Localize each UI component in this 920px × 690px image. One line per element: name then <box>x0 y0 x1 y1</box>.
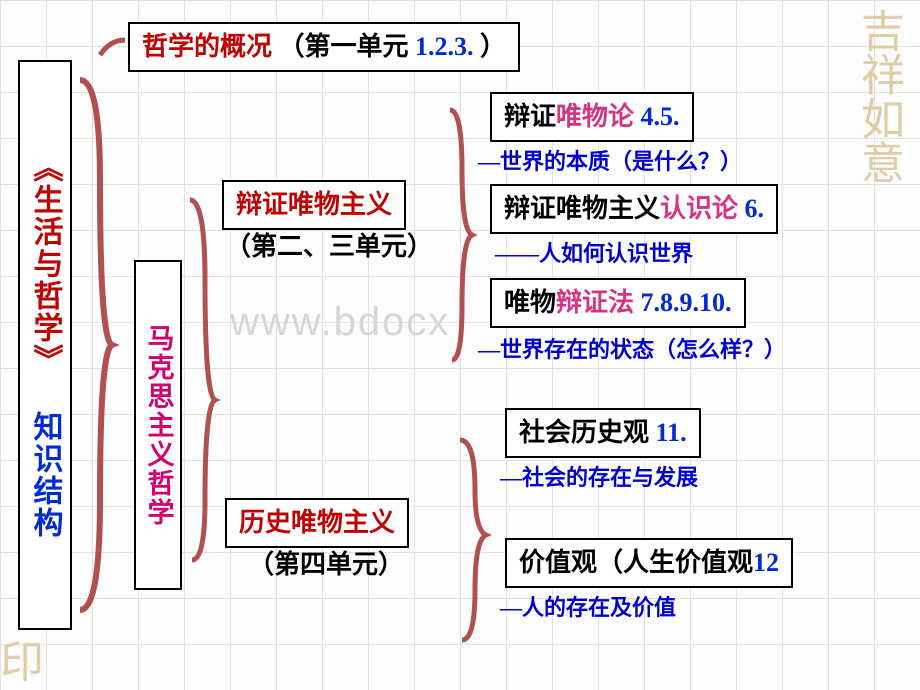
node-r2: 辩证唯物主义认识论 6. <box>490 184 778 234</box>
node-overview: 哲学的概况 （第一单元 1.2.3. ） <box>128 22 520 72</box>
r1-c: 4.5. <box>641 102 680 131</box>
sub-r3: —世界存在的状态（怎么样？） <box>478 332 786 364</box>
r1-b: 唯物论 <box>556 102 641 131</box>
r4-b: 11. <box>656 418 687 447</box>
r3-c: 7.8.9.10. <box>641 288 732 317</box>
node-r4: 社会历史观 11. <box>505 408 701 458</box>
r4-a: 社会历史观 <box>519 418 656 447</box>
sub-r1: —世界的本质（是什么？） <box>478 144 742 176</box>
node-r1: 辩证唯物论 4.5. <box>490 92 694 142</box>
title-box: 《生活与哲学》 知识结构 <box>18 60 72 630</box>
r5-a: 价值观（人生价值观 <box>519 548 753 577</box>
dm-unit: （第二、三单元） <box>225 226 433 263</box>
sub-r5: —人的存在及价值 <box>500 590 676 622</box>
node-r3: 唯物辩证法 7.8.9.10. <box>490 278 746 328</box>
node-historical-materialism: 历史唯物主义 <box>225 498 409 548</box>
n1-t1: 哲学的概况 <box>142 32 272 61</box>
sub-r2: ——人如何认识世界 <box>495 236 693 268</box>
dm-title: 辩证唯物主义 <box>236 190 392 219</box>
node-dialectical-materialism: 辩证唯物主义 <box>222 180 406 230</box>
marx-text: 马克思主义哲学 <box>140 324 175 527</box>
n1-t2: （第一单元 <box>279 32 416 61</box>
r3-a: 唯物 <box>504 288 556 317</box>
title-part2: 知识结构 <box>29 411 62 539</box>
node-marx: 马克思主义哲学 <box>134 260 182 590</box>
n1-t4: ） <box>480 32 506 61</box>
n1-t3: 1.2.3. <box>415 32 474 61</box>
node-r5: 价值观（人生价值观12 <box>505 538 793 588</box>
r5-b: 12 <box>753 548 779 577</box>
sub-r4: —社会的存在与发展 <box>500 460 698 492</box>
hm-title: 历史唯物主义 <box>239 508 395 537</box>
r2-a: 辩证唯物主义 <box>504 194 660 223</box>
r1-a: 辩证 <box>504 102 556 131</box>
r2-b: 认识论 <box>660 194 745 223</box>
r3-b: 辩证法 <box>556 288 641 317</box>
title-part1: 《生活与哲学》 <box>29 152 62 376</box>
hm-unit: （第四单元） <box>248 544 404 581</box>
r2-c: 6. <box>745 194 765 223</box>
